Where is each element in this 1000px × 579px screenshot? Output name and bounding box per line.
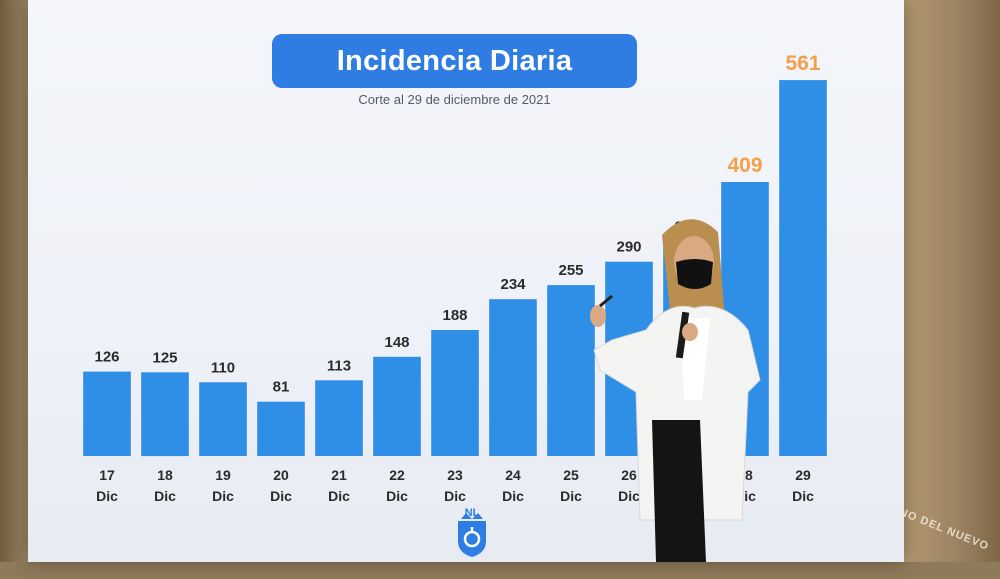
bar-chart: 126 17 Dic 125 18 Dic 110 19 Dic 81 20 Dic 113 21 Dic 1… (83, 52, 827, 504)
category-tick-label: 27 (679, 467, 695, 483)
category-tick-label: Dic (502, 488, 524, 504)
bar-29-dic (779, 80, 827, 456)
value-label: 110 (211, 359, 235, 376)
category-tick-label: 29 (795, 467, 811, 483)
category-tick-label: 26 (621, 467, 637, 483)
category-tick-label: 20 (273, 467, 289, 483)
bar-20-dic (257, 401, 305, 456)
category-tick-label: 23 (447, 467, 463, 483)
category-tick-label: 28 (737, 467, 753, 483)
value-label: 81 (273, 379, 290, 396)
wall-left (0, 0, 30, 562)
category-tick-label: Dic (96, 488, 118, 504)
value-label: 255 (558, 262, 583, 279)
bar-22-dic (373, 356, 421, 456)
value-label: 290 (616, 239, 641, 256)
value-label: 234 (500, 276, 526, 293)
bar-28-dic (721, 182, 769, 456)
bar-23-dic (431, 330, 479, 456)
bar-18-dic (141, 372, 189, 457)
category-tick-label: Dic (560, 488, 582, 504)
chart-title: Incidencia Diaria (272, 34, 637, 88)
value-label: 125 (152, 349, 177, 366)
value-label: 113 (327, 357, 351, 374)
category-tick-label: 18 (157, 467, 173, 483)
category-tick-label: Dic (618, 488, 640, 504)
category-tick-label: 19 (215, 467, 231, 483)
value-label: 561 (785, 52, 820, 75)
value-label: 188 (442, 307, 467, 324)
category-tick-label: Dic (386, 488, 408, 504)
category-tick-label: 24 (505, 467, 521, 483)
value-label: 409 (727, 154, 762, 177)
value-label: 320 (674, 219, 699, 236)
shield-icon (458, 513, 486, 557)
category-tick-label: Dic (792, 488, 814, 504)
category-tick-label: Dic (444, 488, 466, 504)
category-tick-label: 22 (389, 467, 405, 483)
bar-27-dic (663, 241, 711, 456)
category-tick-label: Dic (270, 488, 292, 504)
logo-text: NL (464, 507, 480, 519)
category-tick-label: Dic (734, 488, 756, 504)
bar-25-dic (547, 285, 595, 456)
category-tick-label: Dic (328, 488, 350, 504)
category-tick-label: 21 (331, 467, 347, 483)
category-tick-label: Dic (212, 488, 234, 504)
chart-subtitle: Corte al 29 de diciembre de 2021 (358, 92, 551, 107)
category-tick-label: 25 (563, 467, 579, 483)
nl-logo: NL (452, 507, 492, 559)
bar-26-dic (605, 261, 653, 456)
value-label: 126 (94, 349, 119, 366)
bar-21-dic (315, 380, 363, 456)
bar-19-dic (199, 382, 247, 456)
value-label: 148 (384, 334, 409, 351)
wall-right (902, 0, 1000, 562)
bar-17-dic (83, 371, 131, 456)
category-tick-label: Dic (154, 488, 176, 504)
bar-24-dic (489, 299, 537, 456)
category-tick-label: Dic (676, 488, 698, 504)
category-tick-label: 17 (99, 467, 115, 483)
